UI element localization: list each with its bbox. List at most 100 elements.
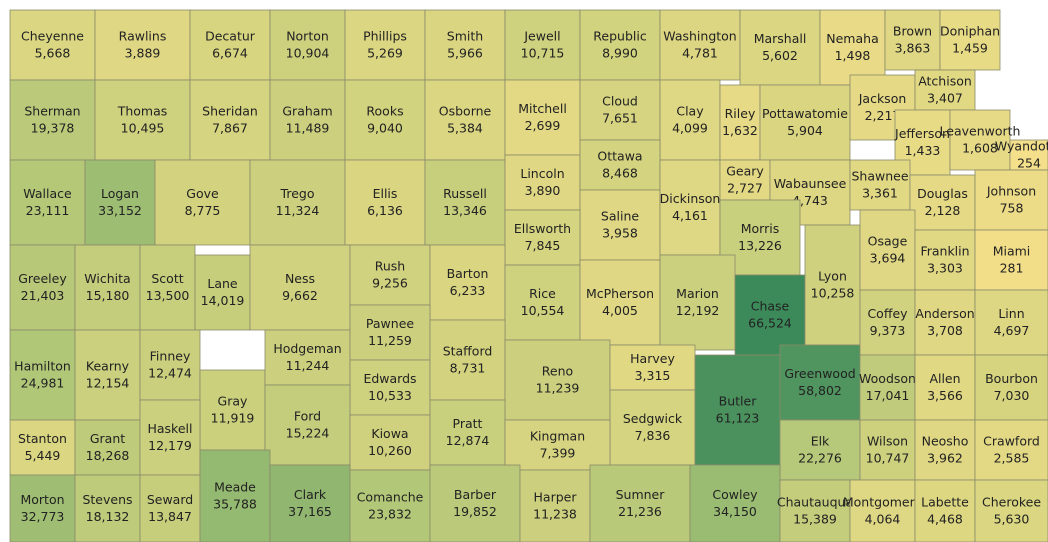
county: Johnson 758 bbox=[974, 169, 1048, 231]
county: Russell 13,346 bbox=[424, 159, 506, 246]
county-name: Geary bbox=[726, 164, 764, 179]
county-value: 2,585 bbox=[994, 451, 1030, 466]
county-value: 1,632 bbox=[722, 123, 758, 138]
county-value: 6,674 bbox=[212, 46, 248, 61]
county-shape bbox=[609, 344, 696, 391]
county-shape bbox=[139, 329, 201, 401]
county-value: 4,468 bbox=[927, 512, 963, 527]
county-name: Marshall bbox=[754, 31, 807, 46]
county-name: Atchison bbox=[918, 74, 972, 89]
county-name: Barber bbox=[454, 487, 497, 502]
county-name: Gray bbox=[218, 394, 248, 409]
county-name: Chase bbox=[751, 299, 790, 314]
county: Crawford 2,585 bbox=[974, 419, 1048, 481]
county-value: 11,919 bbox=[211, 411, 255, 426]
county: Smith 5,966 bbox=[424, 9, 506, 81]
county: Kingman 7,399 bbox=[504, 419, 611, 471]
county-name: Coffey bbox=[867, 306, 908, 321]
county: Scott 13,500 bbox=[139, 244, 196, 331]
county-name: Gove bbox=[186, 186, 219, 201]
county-shape bbox=[914, 289, 976, 356]
county-value: 8,990 bbox=[602, 46, 638, 61]
county-shape bbox=[344, 79, 426, 161]
county-shape bbox=[659, 159, 721, 256]
county-name: Nemaha bbox=[826, 31, 878, 46]
county-shape bbox=[859, 289, 916, 356]
county-value: 3,708 bbox=[927, 323, 963, 338]
county-shape bbox=[199, 369, 266, 451]
county-shape bbox=[424, 159, 506, 246]
county: Reno 11,239 bbox=[504, 339, 611, 421]
county-shape bbox=[939, 9, 1001, 71]
county-shape bbox=[139, 474, 201, 542]
county-shape bbox=[659, 9, 741, 81]
county-name: Stevens bbox=[82, 492, 132, 507]
county-shape bbox=[859, 419, 916, 481]
county-value: 13,226 bbox=[738, 238, 782, 253]
county-value: 4,161 bbox=[672, 208, 708, 223]
county-name: Jefferson bbox=[894, 126, 950, 141]
county-name: Osborne bbox=[439, 104, 492, 119]
county-value: 21,403 bbox=[21, 288, 65, 303]
county-name: Pawnee bbox=[366, 316, 414, 331]
county: Pottawatomie 5,904 bbox=[759, 84, 851, 161]
county-name: Chautauqua bbox=[777, 495, 853, 510]
county-name: Pottawatomie bbox=[762, 106, 848, 121]
county: Greenwood 58,802 bbox=[779, 344, 861, 421]
county-name: Woodson bbox=[859, 371, 916, 386]
county: Kiowa 10,260 bbox=[349, 414, 431, 471]
county: Shawnee 3,361 bbox=[849, 159, 911, 211]
county-shape bbox=[884, 9, 941, 71]
county-name: Sherman bbox=[24, 104, 80, 119]
county-name: Morris bbox=[741, 221, 779, 236]
county-name: Meade bbox=[214, 480, 256, 495]
county: Hodgeman 11,244 bbox=[264, 329, 351, 386]
county: Chautauqua 15,389 bbox=[777, 479, 853, 542]
county-shape bbox=[9, 159, 86, 246]
county-name: Ness bbox=[285, 271, 315, 286]
county: Nemaha 1,498 bbox=[819, 9, 886, 86]
county: Osage 3,694 bbox=[859, 209, 916, 291]
county-value: 13,346 bbox=[443, 203, 487, 218]
county-name: Neosho bbox=[922, 434, 969, 449]
county-value: 5,966 bbox=[447, 46, 483, 61]
county: Logan 33,152 bbox=[84, 159, 156, 246]
county-name: Cheyenne bbox=[21, 29, 84, 44]
county-shape bbox=[94, 79, 191, 161]
county: Gray 11,919 bbox=[199, 369, 266, 451]
county-value: 2,217 bbox=[865, 108, 901, 123]
county-name: Wilson bbox=[867, 434, 908, 449]
county-name: Lincoln bbox=[520, 166, 564, 181]
county: Douglas 2,128 bbox=[909, 174, 976, 231]
county-name: Marion bbox=[676, 286, 719, 301]
county-value: 5,449 bbox=[25, 448, 61, 463]
county-value: 11,259 bbox=[368, 333, 412, 348]
county-value: 11,244 bbox=[286, 358, 330, 373]
county-value: 9,662 bbox=[282, 288, 318, 303]
county-value: 3,962 bbox=[927, 451, 963, 466]
county: Ness 9,662 bbox=[249, 244, 351, 331]
county: Osborne 5,384 bbox=[424, 79, 506, 161]
county-name: Wichita bbox=[84, 271, 130, 286]
county-value: 12,874 bbox=[446, 433, 490, 448]
county-value: 14,019 bbox=[201, 293, 245, 308]
county-name: Kingman bbox=[530, 429, 585, 444]
county-name: Morton bbox=[20, 492, 64, 507]
county-shape bbox=[9, 474, 76, 542]
county-name: Clay bbox=[676, 104, 704, 119]
county-name: Wabaunsee bbox=[774, 176, 847, 191]
county-name: Norton bbox=[286, 29, 329, 44]
county-shape bbox=[974, 354, 1048, 421]
county-name: Anderson bbox=[915, 306, 974, 321]
county-shape bbox=[739, 9, 821, 86]
county-value: 12,192 bbox=[676, 303, 720, 318]
county: Sherman 19,378 bbox=[9, 79, 96, 161]
county: Marshall 5,602 bbox=[739, 9, 821, 86]
county-shape bbox=[74, 329, 141, 421]
county-name: Franklin bbox=[920, 244, 969, 259]
county-shape bbox=[689, 464, 781, 542]
county: Marion 12,192 bbox=[659, 254, 736, 351]
county-name: Montgomery bbox=[843, 495, 923, 510]
county-value: 15,224 bbox=[286, 426, 330, 441]
county-value: 4,099 bbox=[672, 121, 708, 136]
